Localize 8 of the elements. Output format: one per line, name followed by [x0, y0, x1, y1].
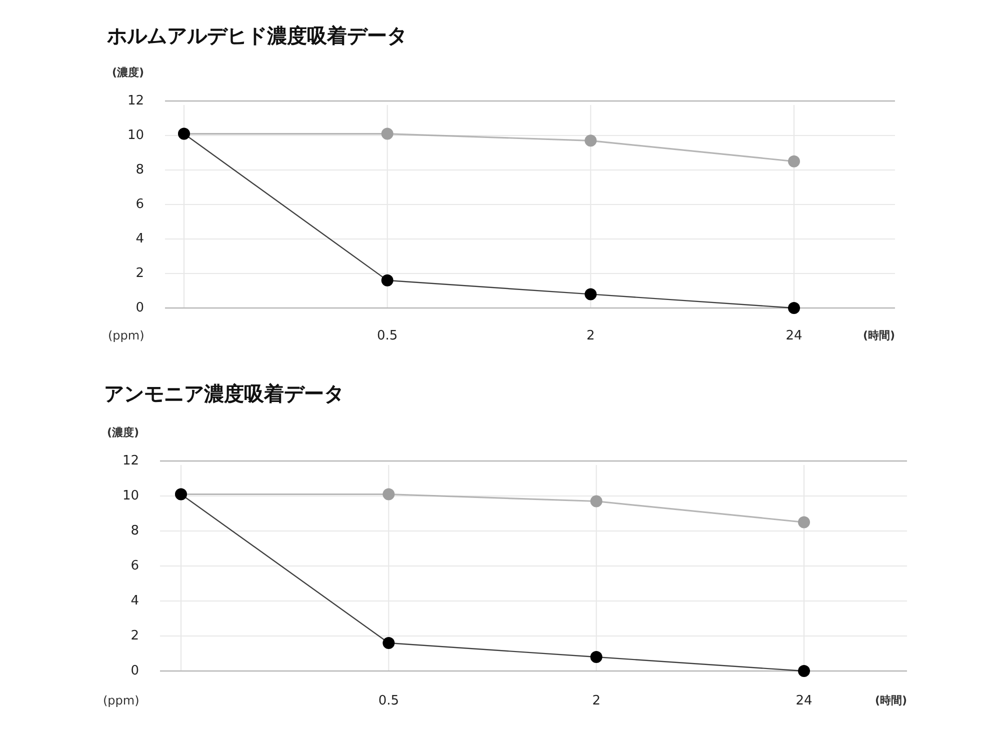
xlabel: (時間) — [862, 329, 895, 342]
annotation: (ppm) — [103, 693, 140, 708]
annotation: (ppm) — [108, 328, 144, 342]
title: アンモニア濃度吸着データ — [104, 381, 344, 406]
ylabel: (濃度) — [112, 66, 144, 80]
xlabel: (時間) — [874, 694, 907, 708]
ylabel: (濃度) — [107, 426, 140, 440]
title: ホルムアルデヒド濃度吸着データ — [107, 23, 407, 48]
